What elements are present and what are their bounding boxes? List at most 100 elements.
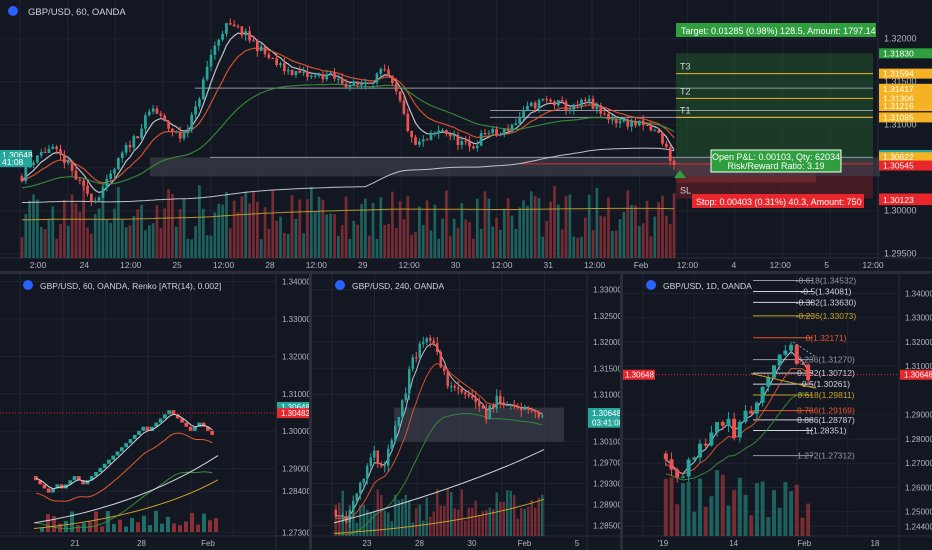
volume-bar <box>506 198 510 258</box>
candle-body <box>147 111 151 116</box>
moving-average-line <box>333 449 545 524</box>
candle-body <box>789 344 794 351</box>
volume-bar <box>595 187 599 258</box>
volume-bar <box>545 220 549 258</box>
panel-divider[interactable] <box>0 271 932 274</box>
candle-body <box>522 110 525 118</box>
volume-bar <box>51 206 55 258</box>
candle-body <box>439 351 442 368</box>
volume-bar <box>93 213 97 258</box>
candle-body <box>437 130 441 134</box>
candle-body <box>275 58 278 65</box>
candle-body <box>105 178 109 189</box>
candle-body <box>364 83 367 85</box>
volume-bar <box>794 484 799 536</box>
volume-bar <box>680 483 685 536</box>
daily-chart[interactable]: 1.34000 1.33000 1.32000 1.31000 1.29000 1.280… <box>623 274 932 550</box>
volume-bar <box>345 517 348 536</box>
price-label-box <box>879 83 932 94</box>
candle-body <box>282 63 286 72</box>
volume-bar <box>709 496 714 536</box>
hourly-chart-panel[interactable]: 1.320001.315001.310001.305001.300001.295… <box>0 0 932 271</box>
h4-chart-panel[interactable]: 1.33000 1.32500 1.32000 1.31500 1.31000 1.301… <box>312 274 620 550</box>
candle-body <box>576 104 579 106</box>
price-label-box <box>588 417 620 428</box>
candle-body <box>198 99 201 107</box>
volume-bar <box>271 190 275 258</box>
candle-body <box>356 81 359 85</box>
time-tick-label: 12:00 <box>398 260 420 270</box>
candle-body <box>703 443 708 446</box>
volume-bar <box>479 228 483 258</box>
renko-chart[interactable]: 1.34000 1.33000 1.32000 1.31000 1.30000 1.290… <box>0 274 309 550</box>
renko-brick <box>42 484 47 489</box>
time-tick-label: 12:00 <box>306 260 328 270</box>
volume-bar <box>329 213 332 258</box>
volume-bar <box>190 239 194 258</box>
price-tick-label: 1.31000 <box>593 391 620 400</box>
candle-body <box>514 123 518 125</box>
candle-body <box>432 340 435 344</box>
volume-bar <box>698 478 702 536</box>
candle-body <box>313 75 317 77</box>
h4-chart[interactable]: 1.33000 1.32500 1.32000 1.31500 1.31000 1.301… <box>312 274 620 550</box>
volume-bar <box>626 190 630 258</box>
fib-level-label: -0.236(1.33073) <box>796 311 857 321</box>
candle-body <box>186 129 190 134</box>
price-tick-label: 1.29500 <box>884 249 917 259</box>
candle-body <box>513 404 516 407</box>
panel-divider[interactable] <box>309 274 312 550</box>
hourly-chart[interactable]: 1.320001.315001.310001.305001.300001.295… <box>0 0 932 271</box>
price-label: 1.30648 <box>281 403 309 412</box>
moving-average-line <box>35 413 213 490</box>
volume-bar <box>190 513 194 532</box>
volume-bar <box>344 196 348 258</box>
volume-bar <box>317 196 321 258</box>
volume-bar <box>194 226 197 258</box>
candle-body <box>309 75 313 77</box>
price-tick-label: 1.32000 <box>884 34 917 44</box>
candle-body <box>411 357 414 370</box>
target-annotation: Target: 0.01285 (0.98%) 128.5, Amount: 1… <box>676 23 876 37</box>
candle-body <box>732 418 737 438</box>
volume-bar <box>86 227 89 258</box>
volume-bar <box>32 194 35 258</box>
volume-bar <box>499 229 502 258</box>
candle-body <box>634 120 637 126</box>
time-tick-label: 12:00 <box>677 260 699 270</box>
volume-bar <box>78 211 82 258</box>
volume-bar <box>568 194 572 258</box>
daily-chart-panel[interactable]: 1.34000 1.33000 1.32000 1.31000 1.29000 1.280… <box>623 274 932 550</box>
price-tick-label: 1.34000 <box>282 277 309 286</box>
volume-bar <box>502 208 506 258</box>
candle-body <box>248 31 251 41</box>
volume-bar <box>294 218 298 258</box>
volume-bar <box>321 199 325 258</box>
renko-chart-panel[interactable]: 1.34000 1.33000 1.32000 1.31000 1.30000 1.290… <box>0 274 309 550</box>
volume-bar <box>441 218 444 258</box>
volume-bar <box>252 191 255 258</box>
volume-bar <box>448 235 452 258</box>
fib-level-label: -0.5(1.34081) <box>800 286 851 296</box>
volume-bar <box>610 230 614 258</box>
volume-bar <box>471 507 474 536</box>
volume-bar <box>209 235 213 258</box>
volume-bar <box>495 217 498 258</box>
volume-bar <box>452 218 456 258</box>
volume-bar <box>394 228 398 258</box>
time-tick-label: 2:00 <box>30 260 47 270</box>
candle-body <box>221 33 224 40</box>
moving-average-line <box>333 498 545 534</box>
panel-divider[interactable] <box>620 274 623 550</box>
fib-level-label: 0.5(1.30261) <box>802 379 850 389</box>
volume-bar <box>302 233 305 258</box>
pnl-annotation: Open P&L: 0.00103, Qty: 62034Risk/Reward… <box>710 149 842 173</box>
time-tick-label: 12:00 <box>120 260 142 270</box>
candle-body <box>422 342 425 344</box>
volume-bar <box>560 229 564 258</box>
candle-body <box>167 121 170 129</box>
pnl-annotation-box <box>710 149 842 173</box>
candle-body <box>446 371 449 387</box>
candle-body <box>302 71 305 73</box>
time-tick-label: 12:00 <box>213 260 235 270</box>
